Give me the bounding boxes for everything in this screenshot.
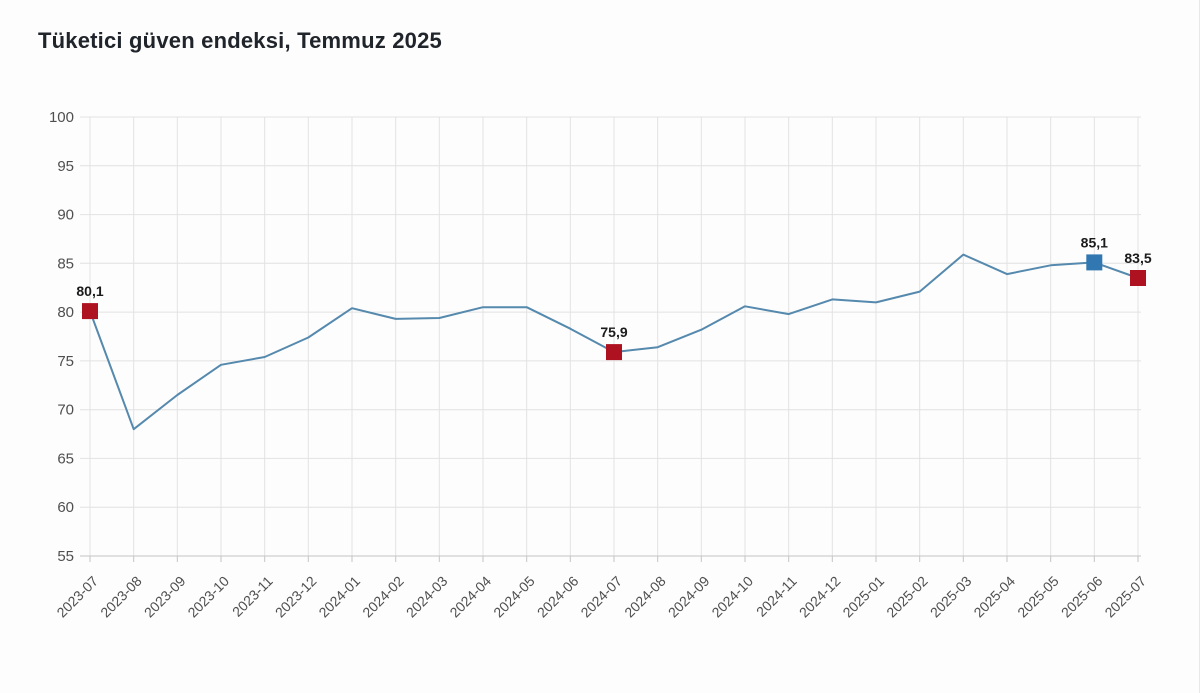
y-tick-label: 80 bbox=[57, 304, 74, 321]
y-tick-label: 85 bbox=[57, 255, 74, 272]
x-tick-label: 2025-02 bbox=[883, 573, 931, 621]
highlight-marker bbox=[1130, 270, 1146, 286]
value-label: 83,5 bbox=[1124, 250, 1151, 266]
x-tick-label: 2024-05 bbox=[490, 573, 538, 621]
highlight-marker bbox=[606, 344, 622, 361]
x-tick-label: 2025-01 bbox=[839, 573, 887, 621]
x-tick-label: 2024-08 bbox=[621, 573, 669, 621]
x-tick-label: 2025-07 bbox=[1101, 573, 1149, 621]
y-tick-label: 75 bbox=[57, 353, 74, 370]
x-tick-label: 2025-03 bbox=[927, 573, 975, 621]
y-tick-label: 60 bbox=[57, 499, 74, 516]
value-label: 75,9 bbox=[600, 324, 627, 340]
x-tick-label: 2023-07 bbox=[53, 573, 101, 621]
x-tick-label: 2024-04 bbox=[446, 573, 494, 621]
x-tick-label: 2025-06 bbox=[1058, 573, 1106, 621]
chart-title: Tüketici güven endeksi, Temmuz 2025 bbox=[38, 28, 442, 53]
x-tick-label: 2024-12 bbox=[796, 573, 844, 621]
x-tick-label: 2024-01 bbox=[315, 573, 363, 621]
y-tick-label: 90 bbox=[57, 207, 74, 224]
y-gridlines bbox=[80, 116, 1141, 557]
x-tick-label: 2024-07 bbox=[577, 573, 625, 621]
y-axis-tick-labels: 55 60 65 70 75 80 85 90 95 100 bbox=[49, 109, 74, 565]
highlight-marker bbox=[82, 303, 98, 320]
x-tick-label: 2023-10 bbox=[184, 573, 232, 621]
x-tick-label: 2023-09 bbox=[141, 573, 189, 621]
x-tick-label: 2024-02 bbox=[359, 573, 407, 621]
x-axis-tick-labels: 2023-072023-082023-092023-102023-112023-… bbox=[53, 573, 1149, 621]
x-tick-label: 2024-10 bbox=[708, 573, 756, 621]
y-tick-label: 100 bbox=[49, 109, 74, 126]
highlight-marker bbox=[1086, 254, 1103, 271]
y-tick-label: 70 bbox=[57, 402, 74, 419]
x-tick-label: 2023-08 bbox=[97, 573, 145, 621]
x-tick-label: 2024-06 bbox=[534, 573, 582, 621]
x-tick-label: 2025-05 bbox=[1014, 573, 1062, 621]
x-tick-label: 2023-12 bbox=[272, 573, 320, 621]
value-labels: 80,1 75,9 85,1 83,5 bbox=[76, 234, 1151, 340]
y-tick-label: 55 bbox=[57, 548, 74, 565]
x-tick-label: 2024-03 bbox=[403, 573, 451, 621]
y-tick-label: 95 bbox=[57, 158, 74, 175]
x-tick-label: 2023-11 bbox=[229, 573, 276, 620]
x-tick-label: 2025-04 bbox=[970, 573, 1018, 621]
x-gridlines bbox=[89, 117, 1139, 562]
value-label: 85,1 bbox=[1081, 234, 1108, 250]
y-tick-label: 65 bbox=[57, 450, 74, 467]
value-label: 80,1 bbox=[76, 283, 103, 299]
x-tick-label: 2024-11 bbox=[753, 573, 800, 620]
highlight-markers bbox=[82, 254, 1146, 361]
x-tick-label: 2024-09 bbox=[665, 573, 713, 621]
